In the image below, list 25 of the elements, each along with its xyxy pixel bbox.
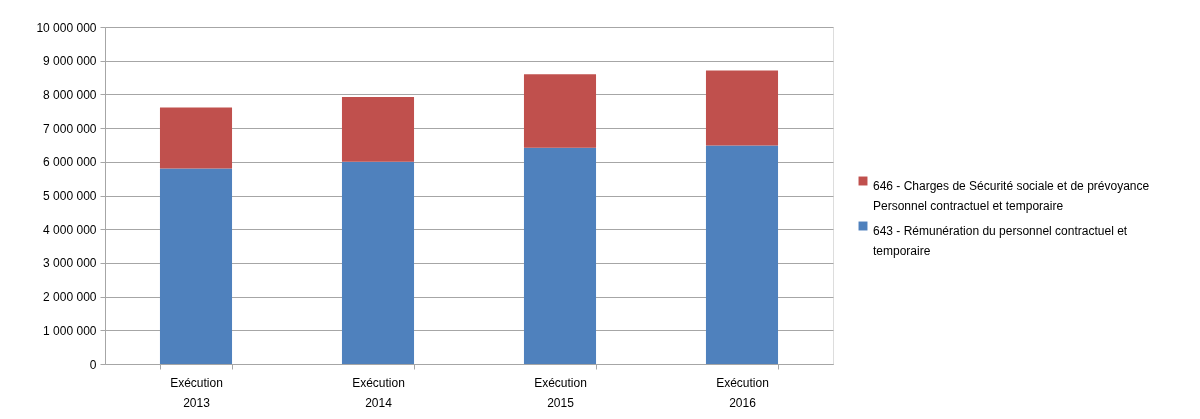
y-tick-label: 3 000 000	[43, 256, 97, 271]
y-tick-label: 2 000 000	[43, 290, 97, 305]
bar	[341, 161, 415, 364]
x-tick-label: Exécution 2014	[352, 375, 405, 410]
bar	[523, 147, 597, 364]
bar	[523, 74, 597, 148]
bar	[705, 145, 779, 364]
y-tick-label: 1 000 000	[43, 323, 97, 338]
y-tick-label: 0	[89, 357, 97, 372]
bar	[159, 168, 233, 364]
bar	[341, 97, 415, 162]
y-tick-label: 4 000 000	[43, 222, 97, 237]
y-tick-label: 5 000 000	[43, 189, 97, 203]
x-tick-label: Exécution 2013	[170, 375, 223, 410]
y-tick-label: 8 000 000	[43, 87, 97, 102]
bar	[705, 70, 779, 146]
x-tick-label: Exécution 2016	[716, 375, 769, 410]
y-tick-label: 10 000 000	[36, 20, 97, 35]
x-tick-label: Exécution 2015	[534, 375, 587, 410]
legend-label: 643 - Rémunération du personnel contractuel et temporaire	[873, 224, 1128, 258]
y-tick-label: 6 000 000	[43, 155, 97, 170]
y-tick-label: 7 000 000	[43, 121, 97, 136]
y-tick-label: 9 000 000	[43, 54, 97, 69]
legend-label: 646 - Charges de Sécurité sociale et de prévoyance Personnel contractuel et temporaire	[873, 179, 1150, 213]
bar	[159, 107, 233, 169]
